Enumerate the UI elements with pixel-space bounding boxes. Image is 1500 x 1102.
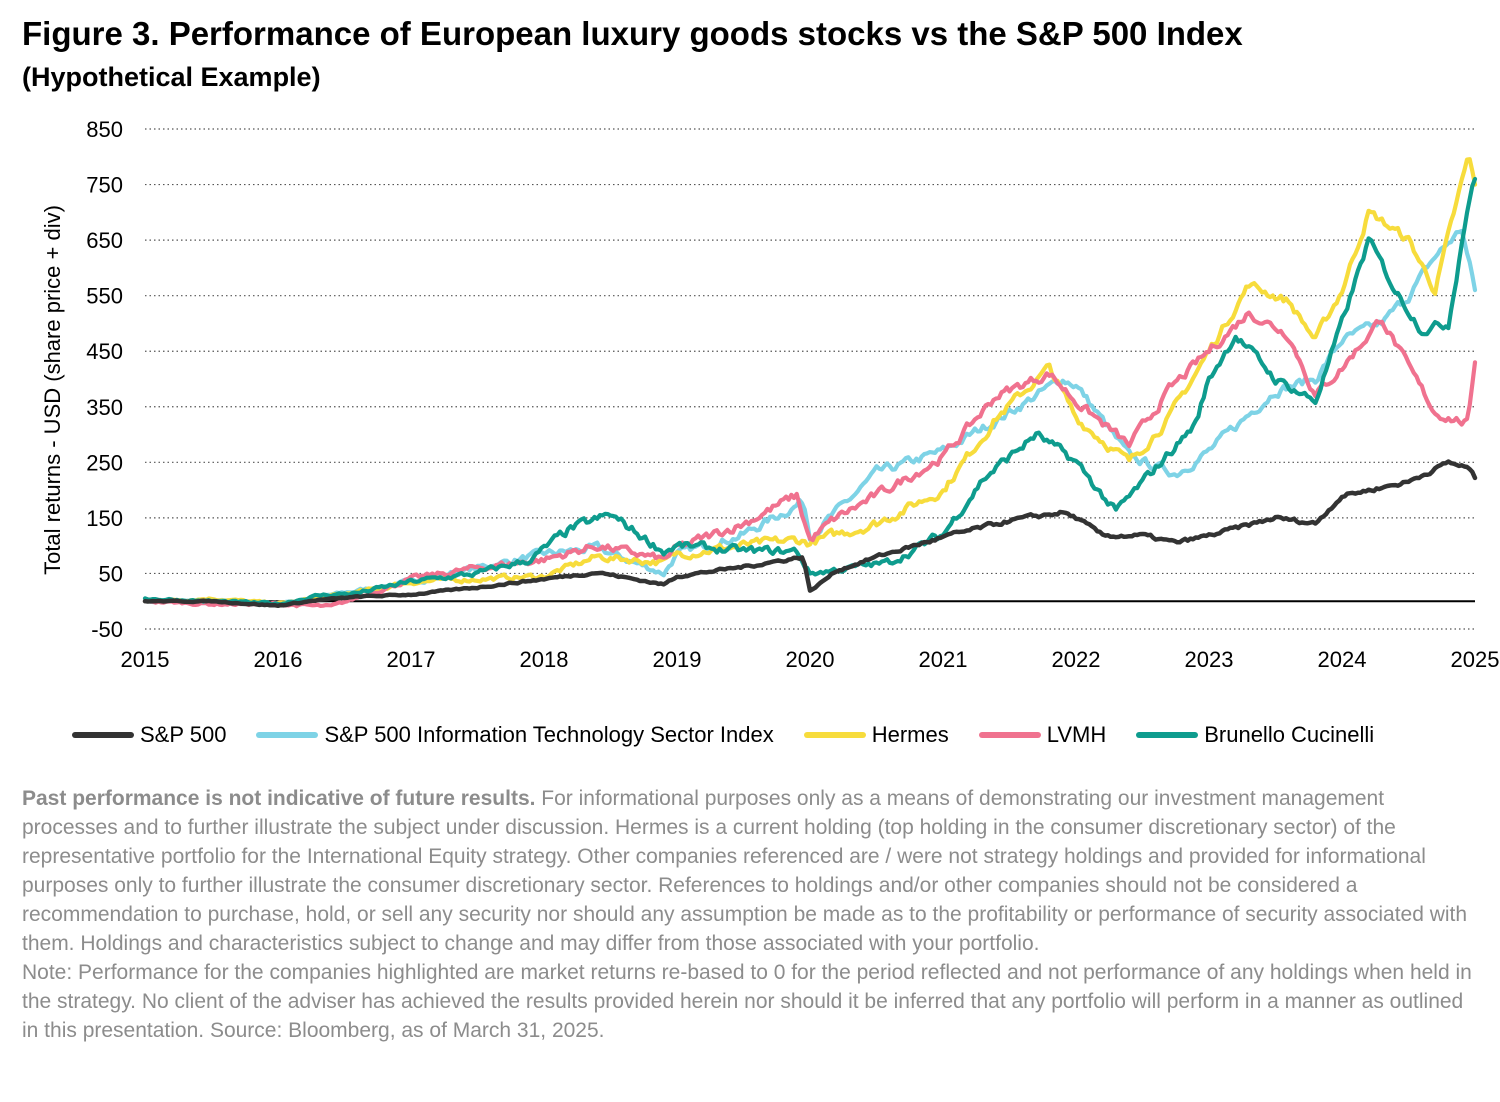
- x-tick-label: 2017: [387, 647, 436, 672]
- legend-item-hermes: Hermes: [803, 722, 949, 748]
- series-line-it: [142, 228, 1478, 607]
- x-tick-label: 2025: [1451, 647, 1500, 672]
- legend-item-brunello: Brunello Cucinelli: [1136, 722, 1374, 748]
- legend-swatch-hermes: [803, 732, 866, 738]
- y-tick-label: 750: [86, 173, 123, 198]
- gridlines: [145, 128, 1475, 630]
- x-tick-label: 2019: [653, 647, 702, 672]
- legend-label-brunello: Brunello Cucinelli: [1204, 722, 1375, 747]
- y-axis-label: Total returns - USD (share price + div): [40, 205, 65, 575]
- x-tick-label: 2023: [1185, 647, 1234, 672]
- series-line-brunello: [142, 176, 1478, 607]
- chart-subtitle: (Hypothetical Example): [22, 62, 321, 92]
- x-tick-label: 2016: [254, 647, 303, 672]
- disclaimer-text: For informational purposes only as a mea…: [22, 787, 1468, 955]
- footnotes: Past performance is not indicative of fu…: [22, 784, 1484, 1045]
- y-tick-label: 450: [86, 339, 123, 364]
- legend-label-sp500: S&P 500: [140, 722, 227, 747]
- x-tick-label: 2020: [786, 647, 835, 672]
- y-tick-label: 150: [86, 506, 123, 531]
- series-line-lvmh: [142, 310, 1478, 609]
- legend-swatch-it-sector: [256, 732, 319, 738]
- y-tick-label: 650: [86, 228, 123, 253]
- legend-swatch-sp500: [72, 732, 134, 738]
- x-tick-labels: 2015 2016 2017 2018 2019 2020 2021 2022 2023 2024…: [121, 647, 1500, 672]
- y-tick-label: 850: [86, 117, 123, 142]
- legend: S&P 500 S&P 500 Information Technology S…: [72, 718, 1492, 752]
- x-tick-label: 2018: [520, 647, 569, 672]
- chart-title: Figure 3. Performance of European luxury…: [22, 15, 1243, 52]
- legend-label-lvmh: LVMH: [1046, 722, 1107, 747]
- y-tick-labels: -50 50 150 250 350 450 550 650 750 850: [86, 117, 123, 642]
- x-tick-label: 2015: [121, 647, 170, 672]
- legend-item-it-sector: S&P 500 Information Technology Sector In…: [256, 722, 774, 748]
- disclaimer-bold-lead: Past performance is not indicative of fu…: [22, 787, 536, 810]
- source-note: Note: Performance for the companies high…: [22, 961, 1472, 1042]
- x-tick-label: 2021: [919, 647, 968, 672]
- series-lines: [142, 157, 1478, 609]
- x-tick-label: 2024: [1318, 647, 1367, 672]
- y-tick-label: 350: [86, 395, 123, 420]
- y-tick-label: 550: [86, 284, 123, 309]
- legend-item-lvmh: LVMH: [978, 722, 1107, 748]
- y-tick-label: 50: [99, 561, 123, 586]
- y-tick-label: -50: [91, 617, 123, 642]
- legend-item-sp500: S&P 500: [72, 722, 226, 748]
- legend-label-it-sector: S&P 500 Information Technology Sector In…: [324, 722, 774, 747]
- series-line-sp500: [142, 459, 1478, 609]
- x-tick-label: 2022: [1052, 647, 1101, 672]
- legend-swatch-lvmh: [978, 732, 1041, 738]
- y-tick-label: 250: [86, 450, 123, 475]
- disclaimer-paragraph: Past performance is not indicative of fu…: [22, 784, 1484, 958]
- legend-swatch-brunello: [1136, 732, 1199, 738]
- legend-label-hermes: Hermes: [871, 722, 949, 747]
